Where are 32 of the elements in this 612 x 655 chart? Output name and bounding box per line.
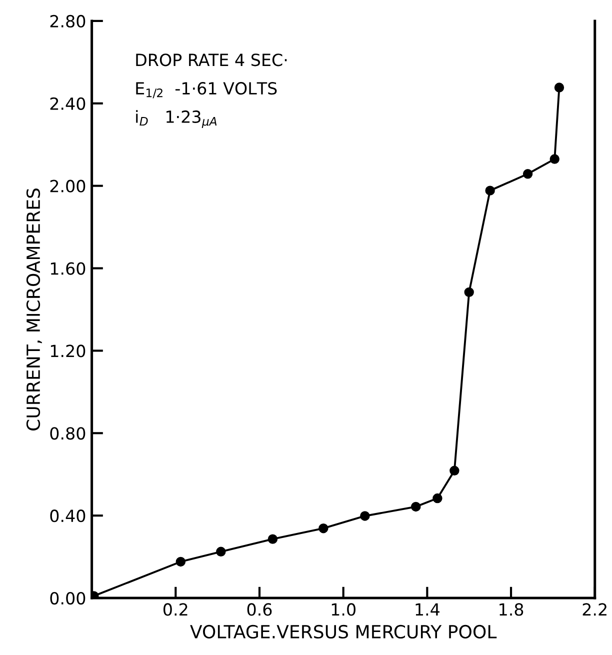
point <box>432 493 442 504</box>
point <box>360 511 370 521</box>
x-axis-title: VOLTAGE.VERSUS MERCURY POOL <box>190 624 497 639</box>
point <box>522 169 533 179</box>
y-tick-label: 2.00 <box>50 180 86 192</box>
x-tick-label: 2.2 <box>582 603 606 616</box>
point <box>450 466 460 476</box>
x-tick-label: 1.4 <box>416 603 440 616</box>
y-tick-label: 1.20 <box>50 344 86 358</box>
point <box>318 523 328 534</box>
annotation: DROP RATE 4 SEC· <box>136 54 287 66</box>
annotation: E$_{1/2}$ -1·61 VOLTS <box>136 82 277 98</box>
y-axis-title: CURRENT, MICROAMPERES <box>26 188 42 430</box>
point <box>485 186 495 196</box>
y-tick-label: 0.40 <box>50 510 86 522</box>
x-tick-label: 1.8 <box>500 603 524 616</box>
x-tick-label: 0.6 <box>247 603 272 616</box>
y-tick-label: 0.00 <box>50 592 86 605</box>
point <box>554 82 564 92</box>
point <box>268 534 278 544</box>
y-tick-label: 2.40 <box>50 97 86 110</box>
x-tick-label: 0.2 <box>163 603 188 616</box>
y-tick-label: 0.80 <box>50 427 86 440</box>
x-tick-label: 1.0 <box>332 603 356 616</box>
point <box>216 546 226 557</box>
point <box>464 287 474 298</box>
text: i$_{D}$ 1·23$_{μA}$ <box>136 110 217 128</box>
y-tick-label: 1.60 <box>50 262 86 275</box>
point <box>176 556 186 567</box>
point <box>410 502 421 512</box>
y-tick-label: 2.80 <box>50 14 86 28</box>
point <box>550 154 560 164</box>
